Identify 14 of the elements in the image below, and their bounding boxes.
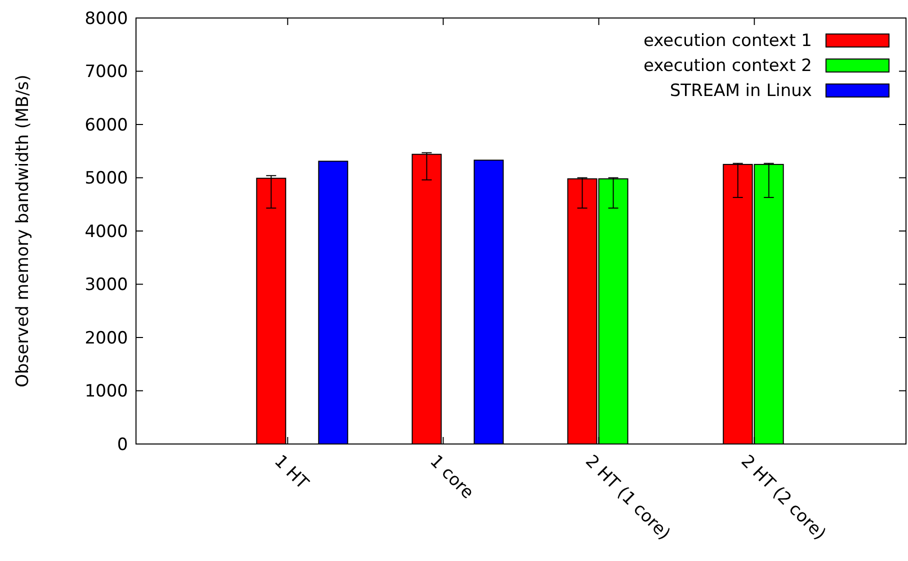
y-tick-label: 5000 (84, 168, 128, 189)
y-tick-label: 4000 (84, 222, 128, 242)
legend-label: execution context 1 (643, 30, 812, 51)
y-tick-label: 3000 (84, 275, 128, 296)
y-tick-label: 2000 (84, 328, 128, 348)
legend-label: STREAM in Linux (670, 80, 812, 101)
legend-label: execution context 2 (643, 56, 812, 76)
y-tick-label: 7000 (84, 62, 128, 82)
y-axis-title: Observed memory bandwidth (MB/s) (13, 74, 33, 388)
y-tick-label: 6000 (84, 115, 128, 136)
y-tick-label: 8000 (84, 8, 128, 29)
y-tick-label: 1000 (84, 382, 128, 402)
x-tick-label: 1 HT (270, 451, 313, 494)
y-tick-label: 0 (117, 434, 128, 455)
